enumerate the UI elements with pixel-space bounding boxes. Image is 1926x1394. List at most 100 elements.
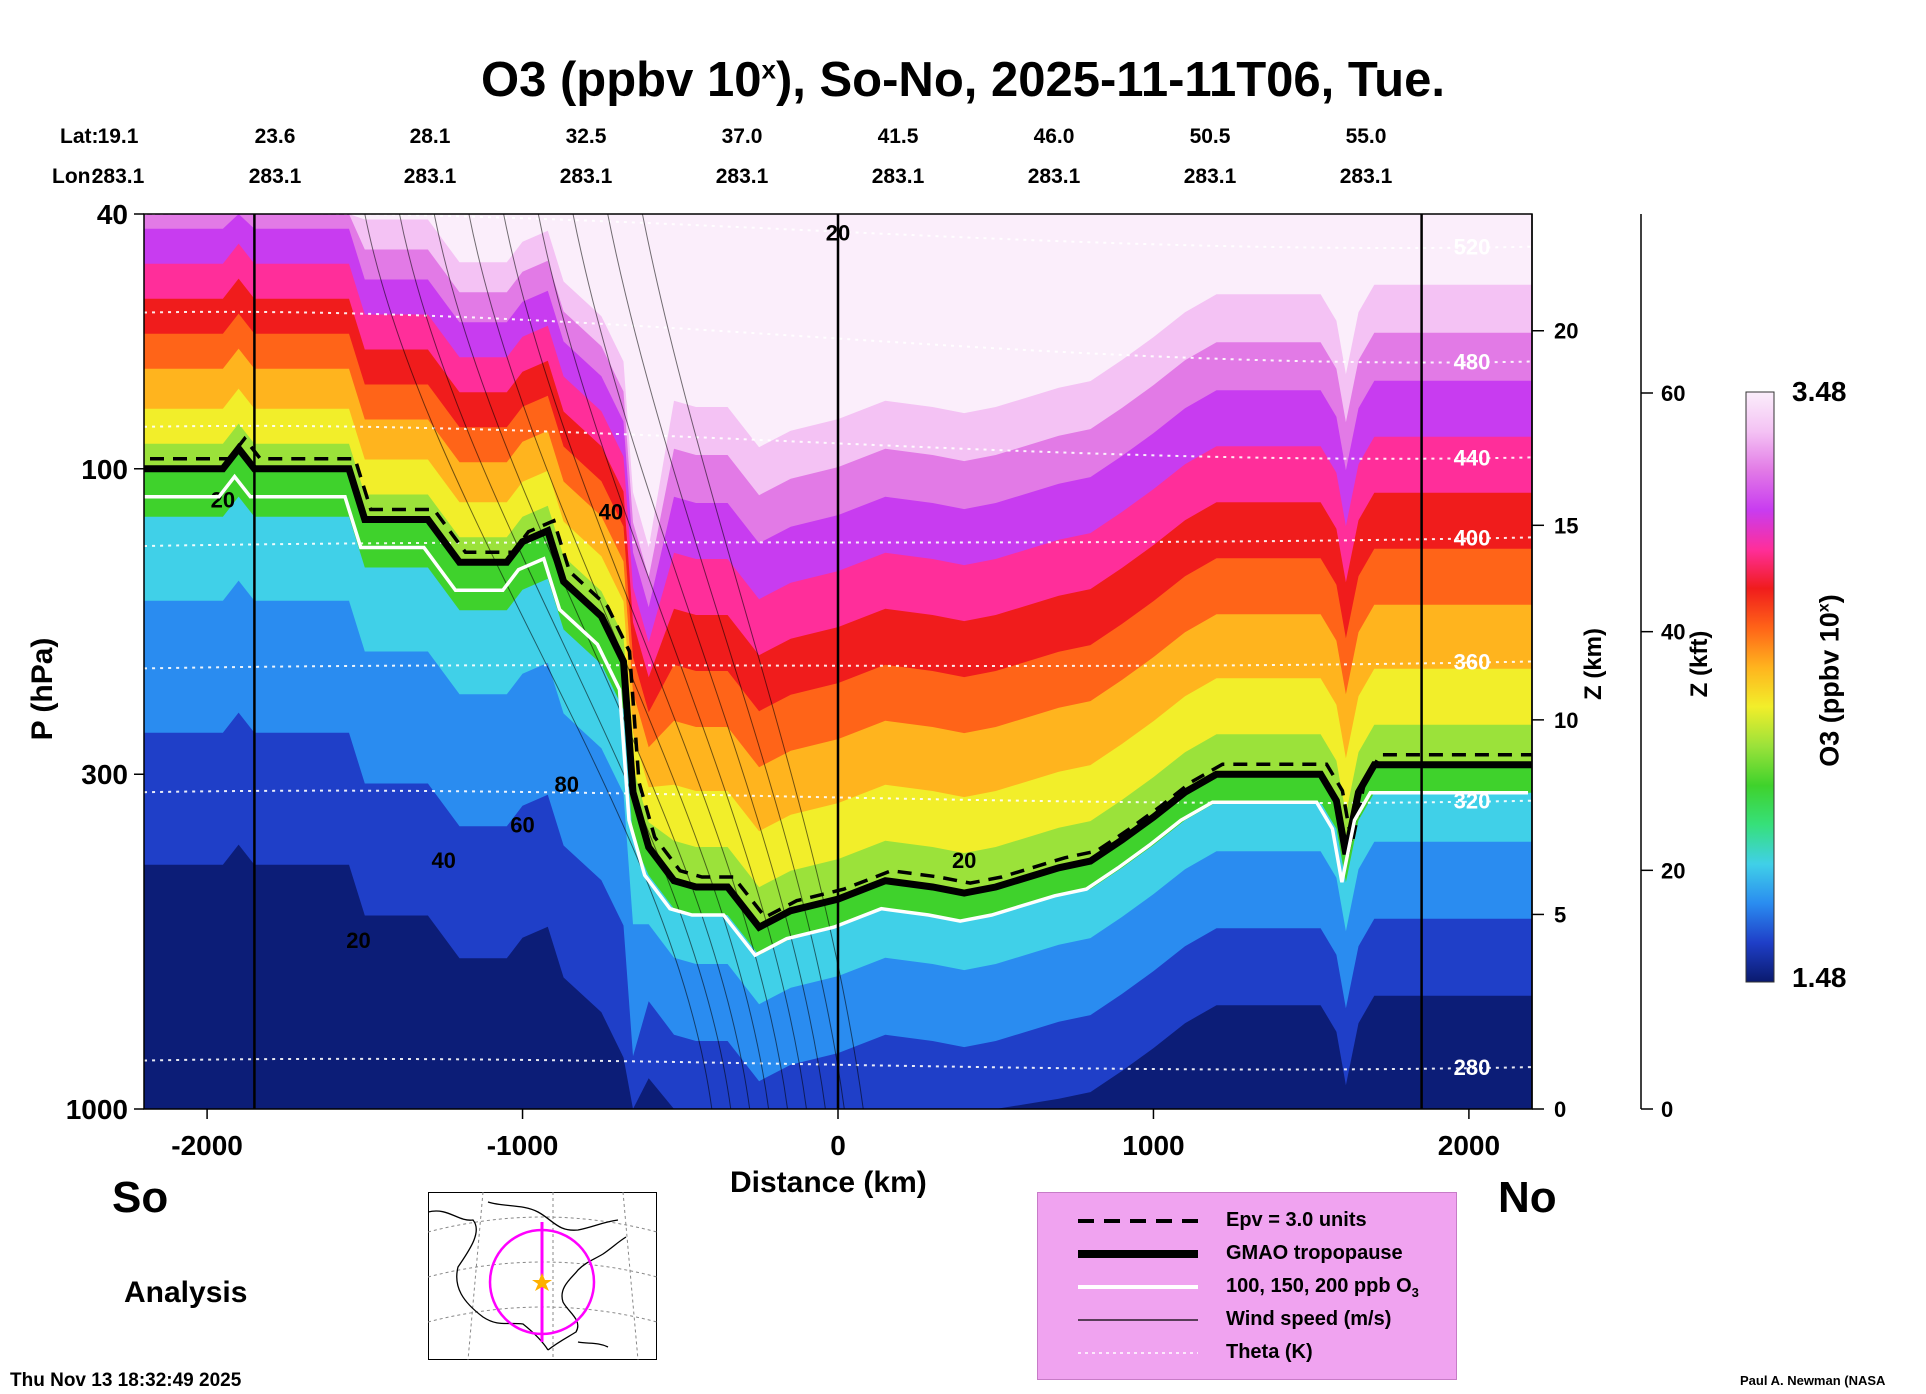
header-lon-5: 283.1 xyxy=(871,165,925,188)
header-lat-0: 19.1 xyxy=(97,125,139,148)
z-kft-tick-label-1: 20 xyxy=(1661,858,1685,883)
header-lat-1: 23.6 xyxy=(254,125,296,148)
wind-contour-0 xyxy=(364,214,713,1109)
axes: -2000 -1000 0 1000 2000 40 100 300 1000 0 5 10 15 20 0… xyxy=(66,199,1686,1161)
analysis-label: Analysis xyxy=(124,1276,248,1309)
theta-contour-400 xyxy=(144,536,1532,547)
header-lon-7: 283.1 xyxy=(1183,165,1237,188)
credit: Paul A. Newman (NASA xyxy=(1740,1373,1886,1388)
legend-label-tropopause: GMAO tropopause xyxy=(1226,1242,1403,1264)
y-tick-label-0: 40 xyxy=(97,199,128,230)
wind-label-6: 20 xyxy=(952,848,976,873)
header-lon-2: 283.1 xyxy=(403,165,457,188)
wind-label-3: 60 xyxy=(510,813,534,838)
theta-contour-480 xyxy=(144,310,1532,364)
header-lon-3: 283.1 xyxy=(559,165,613,188)
header-lat-4: 37.0 xyxy=(721,125,763,148)
wind-contour-4 xyxy=(503,214,789,1109)
wind-label-5: 20 xyxy=(346,928,370,953)
wind-contour-7 xyxy=(607,214,845,1109)
theta-label-520: 520 xyxy=(1454,235,1491,260)
theta-label-360: 360 xyxy=(1454,650,1491,675)
z-km-tick-label-0: 0 xyxy=(1554,1097,1566,1122)
timestamp: Thu Nov 13 18:32:49 2025 xyxy=(10,1370,242,1391)
south-label: So xyxy=(112,1173,169,1222)
legend-item-theta: Theta (K) xyxy=(1038,1339,1456,1369)
legend-item-o3: 100, 150, 200 ppb O3 xyxy=(1038,1273,1456,1303)
z-kft-tick-label-0: 0 xyxy=(1661,1097,1673,1122)
y-tick-label-1: 100 xyxy=(81,454,128,485)
legend-label-theta: Theta (K) xyxy=(1226,1341,1313,1363)
header-lat-6: 46.0 xyxy=(1033,125,1075,148)
colorbar-max: 3.48 xyxy=(1792,376,1847,407)
troposphere-fill xyxy=(144,496,1532,1109)
lon-label: Lon: xyxy=(52,165,98,188)
y-tick-label-3: 1000 xyxy=(66,1094,128,1125)
legend-label-epv: Epv = 3.0 units xyxy=(1226,1209,1367,1231)
header-lon-8: 283.1 xyxy=(1339,165,1393,188)
wind-label-4: 40 xyxy=(431,848,455,873)
wind-contour-6 xyxy=(572,214,826,1109)
vertical-lines xyxy=(253,214,1423,1109)
z-km-tick-label-3: 15 xyxy=(1554,513,1578,538)
wind-label-2: 80 xyxy=(554,772,578,797)
colorbar-min: 1.48 xyxy=(1792,962,1847,993)
y-axis-label: P (hPa) xyxy=(26,637,59,741)
x-tick-label-0: -2000 xyxy=(171,1130,243,1161)
legend: Epv = 3.0 units GMAO tropopause 100, 150… xyxy=(1037,1192,1457,1380)
theta-contour-360 xyxy=(144,660,1532,670)
header-lat-2: 28.1 xyxy=(409,125,451,148)
legend-item-epv: Epv = 3.0 units xyxy=(1038,1207,1456,1237)
colorbar-label: O3 (ppbv 10x) xyxy=(1814,594,1845,767)
lat-label: Lat: xyxy=(60,125,99,148)
wind-label-1: 40 xyxy=(599,499,623,524)
chart-title: O3 (ppbv 10x), So-No, 2025-11-11T06, Tue… xyxy=(481,53,1445,107)
gmao-tropopause-line xyxy=(144,442,1532,932)
theta-label-280: 280 xyxy=(1454,1055,1491,1080)
z-kft-label: Z (kft) xyxy=(1686,630,1713,698)
header-lat-7: 50.5 xyxy=(1189,125,1231,148)
x-tick-label-3: 1000 xyxy=(1122,1130,1184,1161)
header-lon-0: 283.1 xyxy=(91,165,145,188)
theta-contour-520 xyxy=(144,214,1532,250)
north-label: No xyxy=(1498,1173,1557,1222)
header-lon-4: 283.1 xyxy=(715,165,769,188)
theta-label-440: 440 xyxy=(1454,445,1491,470)
x-axis-label: Distance (km) xyxy=(730,1166,927,1199)
o3-100ppb-line xyxy=(144,473,1528,958)
header-lat-8: 55.0 xyxy=(1345,125,1387,148)
x-tick-label-4: 2000 xyxy=(1438,1130,1500,1161)
troposphere-band-3 xyxy=(144,844,1532,1109)
wind-contour-8 xyxy=(641,214,864,1109)
legend-item-tropopause: GMAO tropopause xyxy=(1038,1240,1456,1270)
x-tick-label-2: 0 xyxy=(830,1130,846,1161)
header-lat-5: 41.5 xyxy=(877,125,919,148)
z-km-tick-label-2: 10 xyxy=(1554,708,1578,733)
location-map xyxy=(428,1192,657,1360)
y-tick-label-2: 300 xyxy=(81,759,128,790)
wind-contour-5 xyxy=(537,214,807,1109)
theta-contour-440 xyxy=(144,424,1532,460)
z-kft-tick-label-3: 60 xyxy=(1661,381,1685,406)
colorbar xyxy=(1745,391,1775,983)
header-lat-3: 32.5 xyxy=(565,125,607,148)
map-coastlines xyxy=(428,1201,627,1351)
wind-contour-1 xyxy=(399,214,732,1109)
legend-label-o3: 100, 150, 200 ppb O3 xyxy=(1226,1275,1419,1300)
x-tick-label-1: -1000 xyxy=(487,1130,559,1161)
z-kft-tick-label-2: 40 xyxy=(1661,620,1685,645)
legend-label-wind: Wind speed (m/s) xyxy=(1226,1308,1392,1330)
theta-label-400: 400 xyxy=(1454,525,1491,550)
theta-contour-280 xyxy=(144,1057,1532,1071)
theta-label-480: 480 xyxy=(1454,350,1491,375)
z-km-tick-label-1: 5 xyxy=(1554,902,1566,927)
z-km-tick-label-4: 20 xyxy=(1554,319,1578,344)
map-star-icon xyxy=(532,1273,552,1291)
z-km-label: Z (km) xyxy=(1580,628,1607,700)
header-lon-6: 283.1 xyxy=(1027,165,1081,188)
epv-line xyxy=(150,435,1532,920)
